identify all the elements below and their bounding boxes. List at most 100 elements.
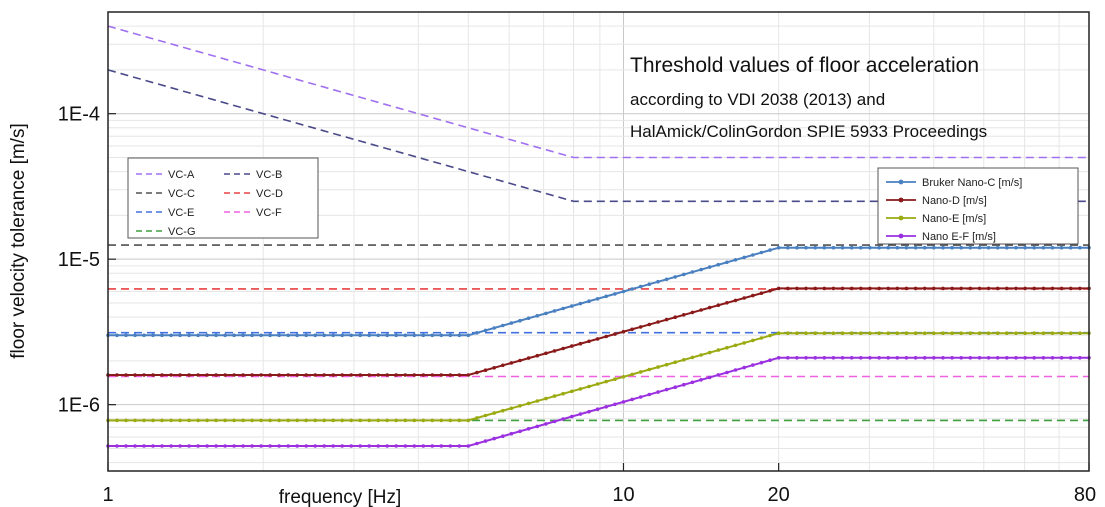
series-marker	[922, 245, 927, 250]
series-marker	[403, 333, 408, 338]
series-marker	[358, 373, 363, 377]
series-marker	[1078, 286, 1082, 291]
series-marker	[751, 253, 755, 257]
series-marker	[205, 333, 209, 338]
series-marker	[621, 400, 626, 404]
series-marker	[259, 418, 263, 423]
series-marker	[977, 331, 982, 336]
series-marker	[786, 245, 790, 250]
chart-title: Threshold values of floor acceleration	[630, 54, 979, 77]
series-marker	[776, 331, 781, 336]
series-marker	[690, 380, 695, 385]
legend-marker-nano-e-m-s	[898, 215, 904, 221]
series-marker	[403, 373, 408, 377]
series-marker	[124, 333, 128, 338]
series-marker	[587, 409, 591, 414]
series-marker	[518, 358, 522, 363]
series-marker	[142, 418, 146, 423]
series-marker	[421, 373, 426, 377]
legend-label-vc-a: VC-A	[168, 169, 195, 181]
series-marker	[849, 356, 854, 360]
series-marker	[1032, 356, 1036, 360]
series-marker	[831, 245, 836, 250]
series-marker	[430, 333, 435, 338]
series-marker	[1078, 356, 1082, 360]
series-marker	[822, 286, 827, 291]
series-marker	[526, 427, 531, 431]
series-marker	[313, 373, 318, 377]
series-marker	[968, 331, 973, 336]
series-marker	[526, 401, 531, 406]
series-marker	[304, 373, 309, 377]
series-marker	[795, 356, 799, 360]
series-marker	[578, 387, 583, 391]
series-marker	[277, 444, 281, 448]
series-marker	[448, 333, 453, 338]
series-marker	[716, 262, 721, 267]
series-marker	[187, 333, 191, 338]
series-marker	[682, 358, 686, 362]
y-tick-label: 1E-5	[58, 249, 100, 271]
series-marker	[124, 418, 128, 423]
series-marker	[621, 289, 626, 294]
series-marker	[587, 299, 591, 304]
series-marker	[286, 333, 291, 338]
series-marker	[331, 418, 336, 423]
series-marker	[859, 245, 863, 250]
series-marker	[552, 349, 557, 353]
x-tick-label: 10	[612, 484, 634, 506]
series-marker	[1005, 286, 1009, 291]
series-marker	[349, 333, 354, 338]
series-marker	[690, 355, 695, 360]
series-marker	[501, 323, 505, 328]
series-marker	[831, 286, 836, 291]
chart-subtitle-2: HalAmick/ColinGordon SPIE 5933 Proceedin…	[630, 122, 987, 141]
series-marker	[941, 356, 945, 360]
series-marker	[751, 363, 755, 367]
series-marker	[412, 373, 417, 377]
series-marker	[295, 418, 300, 423]
series-marker	[725, 301, 729, 305]
series-marker	[804, 286, 808, 291]
series-marker	[561, 391, 565, 396]
series-marker	[950, 356, 954, 360]
chart-subtitle-1: according to VDI 2038 (2013) and	[630, 90, 885, 109]
series-marker	[466, 373, 471, 377]
series-marker	[535, 314, 540, 318]
series-marker	[941, 286, 945, 291]
series-marker	[1068, 331, 1073, 336]
series-marker	[664, 317, 669, 322]
series-marker	[331, 373, 336, 377]
series-marker	[501, 434, 505, 439]
series-marker	[877, 356, 881, 360]
series-marker	[1050, 331, 1055, 336]
series-marker	[751, 338, 755, 343]
series-marker	[664, 387, 669, 392]
series-marker	[250, 333, 254, 338]
series-marker	[638, 325, 643, 329]
series-marker	[690, 310, 695, 315]
series-marker	[439, 333, 444, 338]
series-marker	[151, 418, 155, 423]
series-marker	[570, 344, 574, 348]
series-marker	[968, 356, 973, 360]
series-marker	[647, 322, 652, 327]
series-line-vc-b	[107, 69, 1089, 203]
series-marker	[786, 356, 790, 360]
series-marker	[733, 258, 738, 262]
series-marker	[699, 378, 703, 382]
series-marker	[544, 311, 548, 316]
legend-marker-bruker-nano-c-m-s	[898, 179, 904, 185]
series-marker	[673, 315, 677, 320]
series-marker	[394, 444, 399, 448]
series-marker	[340, 333, 345, 338]
series-marker	[986, 286, 991, 291]
series-marker	[561, 306, 565, 311]
series-marker	[214, 444, 218, 448]
series-marker	[656, 279, 660, 284]
series-marker	[840, 331, 845, 336]
series-marker	[268, 418, 272, 423]
series-marker	[331, 333, 336, 338]
series-marker	[768, 248, 772, 252]
